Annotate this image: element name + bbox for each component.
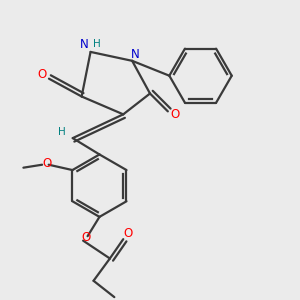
Text: H: H bbox=[93, 39, 101, 49]
Text: O: O bbox=[123, 227, 132, 240]
Text: O: O bbox=[43, 157, 52, 170]
Text: N: N bbox=[80, 38, 89, 51]
Text: O: O bbox=[37, 68, 46, 81]
Text: N: N bbox=[131, 48, 140, 62]
Text: H: H bbox=[58, 127, 66, 137]
Text: O: O bbox=[171, 108, 180, 121]
Text: O: O bbox=[82, 231, 91, 244]
